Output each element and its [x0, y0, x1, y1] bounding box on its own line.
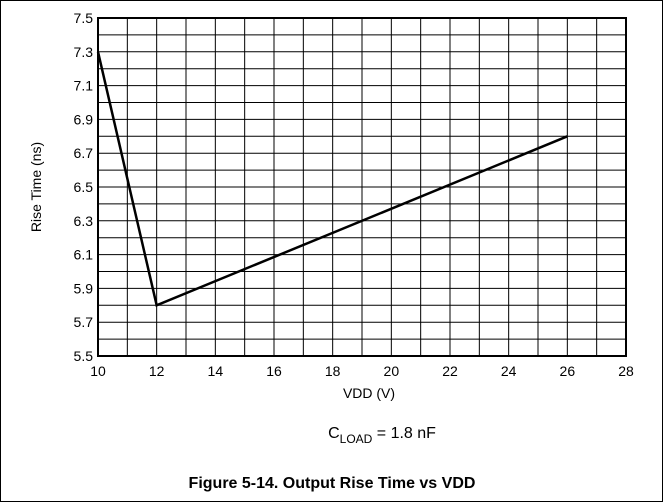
x-tick-label: 20 [384, 363, 400, 379]
series-layer [96, 51, 568, 308]
x-tick-labels: 10 12 14 16 18 20 22 24 26 28 [90, 363, 634, 379]
x-tick-label: 10 [90, 363, 106, 379]
plot-area [97, 17, 627, 357]
x-tick-label: 22 [442, 363, 458, 379]
y-tick-label: 5.7 [74, 314, 94, 330]
x-axis-label: VDD (V) [343, 385, 395, 401]
y-tick-label: 6.1 [74, 247, 94, 263]
y-tick-label: 5.5 [74, 348, 94, 364]
x-tick-label: 24 [501, 363, 517, 379]
x-tick-label: 14 [208, 363, 224, 379]
y-tick-label: 6.7 [74, 145, 94, 161]
y-tick-label: 7.3 [74, 44, 94, 60]
y-tick-label: 6.3 [74, 213, 94, 229]
grid-lines [98, 18, 626, 356]
y-tick-label: 5.9 [74, 280, 94, 296]
y-tick-label: 7.5 [74, 10, 94, 26]
note-suffix: = 1.8 nF [372, 425, 436, 442]
note-subscript: LOAD [340, 432, 373, 446]
y-tick-label: 7.1 [74, 78, 94, 94]
y-tick-label: 6.9 [74, 111, 94, 127]
x-tick-label: 26 [560, 363, 576, 379]
note-prefix: C [328, 425, 340, 442]
x-tick-label: 12 [149, 363, 165, 379]
y-axis-label: Rise Time (ns) [28, 142, 44, 232]
x-tick-label: 16 [266, 363, 282, 379]
figure-caption: Figure 5-14. Output Rise Time vs VDD [189, 475, 476, 492]
load-capacitance-note: CLOAD = 1.8 nF [328, 425, 436, 446]
y-tick-label: 6.5 [74, 179, 94, 195]
x-tick-label: 28 [618, 363, 634, 379]
y-tick-labels: 5.5 5.7 5.9 6.1 6.3 6.5 6.7 6.9 7.1 7.3 7.5 [74, 10, 94, 364]
x-tick-label: 18 [325, 363, 341, 379]
